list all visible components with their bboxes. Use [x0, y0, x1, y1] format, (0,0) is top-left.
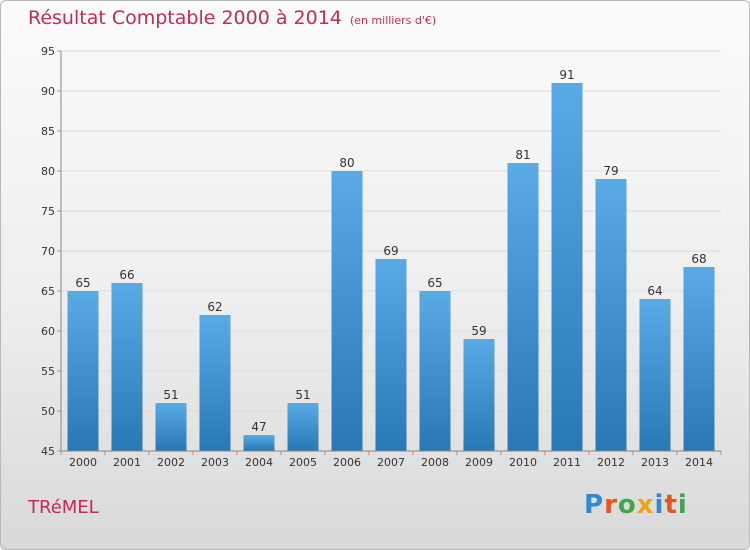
bar	[199, 315, 231, 451]
logo-letter: o	[617, 490, 637, 520]
bar-value-label: 51	[163, 388, 178, 402]
x-tick-label: 2004	[245, 456, 273, 469]
bar	[551, 83, 583, 451]
x-tick-label: 2005	[289, 456, 317, 469]
bar	[111, 283, 143, 451]
x-tick-label: 2009	[465, 456, 493, 469]
bar-value-label: 69	[383, 244, 398, 258]
logo-letter: i	[677, 490, 688, 520]
y-tick-label: 70	[41, 245, 55, 258]
x-tick-label: 2012	[597, 456, 625, 469]
y-tick-label: 90	[41, 85, 55, 98]
bar-value-label: 81	[515, 148, 530, 162]
x-tick-label: 2008	[421, 456, 449, 469]
bar	[331, 171, 363, 451]
bar	[155, 403, 187, 451]
logo-letter: r	[604, 490, 618, 520]
bar	[507, 163, 539, 451]
bar-value-label: 51	[295, 388, 310, 402]
bar	[639, 299, 671, 451]
x-tick-label: 2000	[69, 456, 97, 469]
bar-value-label: 68	[691, 252, 706, 266]
x-tick-label: 2014	[685, 456, 713, 469]
bar	[683, 267, 715, 451]
bar	[67, 291, 99, 451]
logo-letter: x	[636, 490, 655, 520]
commune-name: TRéMEL	[28, 497, 99, 518]
x-tick-label: 2002	[157, 456, 185, 469]
title-row: Résultat Comptable 2000 à 2014 (en millie…	[28, 7, 436, 29]
x-tick-label: 2013	[641, 456, 669, 469]
bar	[243, 435, 275, 451]
y-tick-label: 95	[41, 45, 55, 58]
y-axis-ticks: 45 50 55 60 65 70 75 80 85 90 95	[41, 45, 61, 458]
bar-value-label: 62	[207, 300, 222, 314]
bar-value-label: 64	[647, 284, 662, 298]
bar-value-label: 65	[427, 276, 442, 290]
y-tick-label: 80	[41, 165, 55, 178]
x-tick-label: 2006	[333, 456, 361, 469]
y-tick-label: 60	[41, 325, 55, 338]
logo-letter: i	[654, 490, 665, 520]
y-tick-label: 65	[41, 285, 55, 298]
y-tick-label: 75	[41, 205, 55, 218]
bar-value-label: 66	[119, 268, 134, 282]
bar	[463, 339, 495, 451]
logo-letter: P	[584, 490, 605, 520]
proxiti-logo: Proxiti	[584, 490, 688, 520]
bar-value-label: 59	[471, 324, 486, 338]
y-tick-label: 85	[41, 125, 55, 138]
bar-value-label: 47	[251, 420, 266, 434]
bar-value-label: 80	[339, 156, 354, 170]
y-tick-label: 45	[41, 445, 55, 458]
bar	[419, 291, 451, 451]
y-tick-label: 55	[41, 365, 55, 378]
logo-letter: t	[664, 490, 678, 520]
bar	[375, 259, 407, 451]
x-tick-label: 2003	[201, 456, 229, 469]
x-tick-label: 2001	[113, 456, 141, 469]
y-tick-label: 50	[41, 405, 55, 418]
x-tick-label: 2007	[377, 456, 405, 469]
x-axis-labels: 2000 2001 2002 2003 2004 2005 2006 2007 2008 2009…	[60, 451, 722, 469]
chart-title: Résultat Comptable 2000 à 2014	[28, 7, 342, 29]
bar-value-label: 91	[559, 68, 574, 82]
x-tick-label: 2011	[553, 456, 581, 469]
bar-value-label: 65	[75, 276, 90, 290]
bar-value-label: 79	[603, 164, 618, 178]
bar	[287, 403, 319, 451]
bar	[595, 179, 627, 451]
bars: 65 66 51 62 47 51 80 69 65 59 81 91 79 64 68	[67, 68, 715, 451]
x-tick-label: 2010	[509, 456, 537, 469]
chart-subtitle: (en milliers d'€)	[349, 14, 437, 27]
